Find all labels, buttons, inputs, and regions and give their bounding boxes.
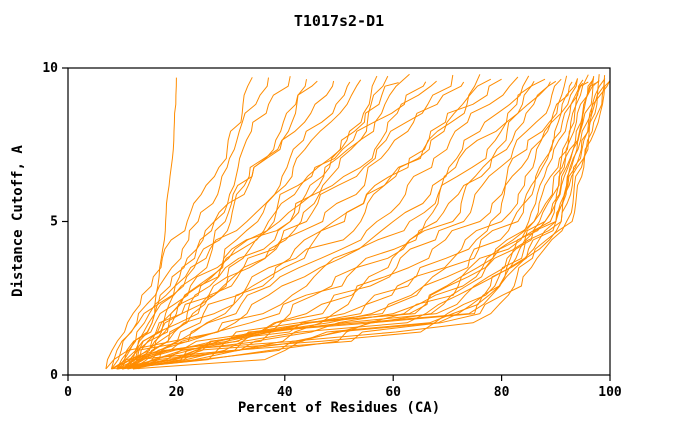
- model-curve: [121, 76, 595, 370]
- model-curve: [116, 79, 307, 370]
- model-curve: [122, 78, 562, 370]
- model-curve: [110, 77, 269, 370]
- model-curve: [121, 81, 351, 370]
- model-curve: [132, 78, 595, 370]
- model-curve: [116, 78, 606, 370]
- model-curve: [116, 81, 427, 370]
- model-curve: [111, 81, 535, 370]
- model-curve: [132, 78, 492, 370]
- model-curve: [116, 81, 589, 370]
- model-curve: [116, 80, 557, 370]
- model-curve: [127, 80, 600, 370]
- model-curve: [122, 75, 606, 370]
- model-curve: [121, 80, 611, 370]
- model-curve: [127, 74, 481, 370]
- model-curve: [138, 76, 519, 370]
- model-curve: [121, 79, 362, 370]
- y-tick-label: 0: [50, 368, 58, 383]
- model-curve: [122, 74, 589, 370]
- y-tick-label: 10: [42, 61, 58, 76]
- x-tick-label: 80: [494, 385, 510, 400]
- model-curve: [105, 77, 253, 369]
- model-curve: [127, 76, 595, 370]
- model-curve: [132, 73, 410, 370]
- x-tick-label: 0: [64, 385, 72, 400]
- chart-title: T1017s2-D1: [293, 12, 385, 30]
- model-curve: [116, 82, 584, 370]
- model-curve: [110, 80, 318, 370]
- model-curve: [111, 79, 584, 370]
- x-tick-label: 100: [598, 385, 622, 400]
- y-tick-label: 5: [50, 215, 58, 230]
- x-tick-label: 20: [169, 385, 185, 400]
- model-curve: [111, 78, 546, 370]
- model-curve: [127, 75, 378, 370]
- model-curve: [105, 75, 530, 370]
- x-tick-label: 40: [277, 385, 293, 400]
- model-curve: [116, 80, 611, 370]
- model-curve: [127, 81, 465, 370]
- model-curve: [121, 74, 454, 370]
- x-axis-label: Percent of Residues (CA): [237, 400, 441, 416]
- x-tick-label: 60: [385, 385, 401, 400]
- model-curve: [127, 78, 578, 370]
- model-curve: [116, 80, 335, 370]
- model-curve: [132, 78, 502, 370]
